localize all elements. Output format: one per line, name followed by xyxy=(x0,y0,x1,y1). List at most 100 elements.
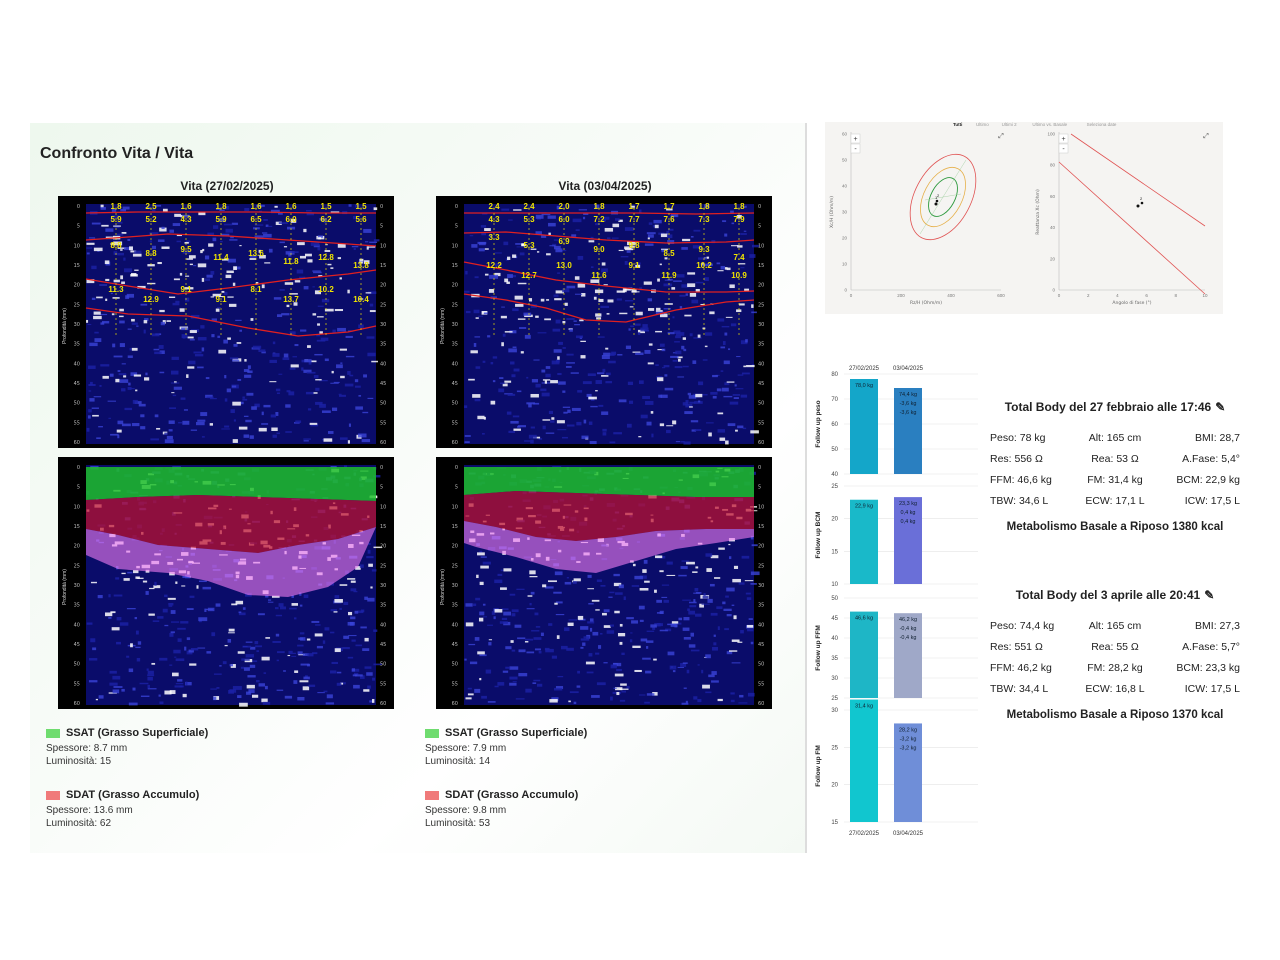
ultrasound-speckle xyxy=(324,308,334,312)
ultrasound-speckle xyxy=(189,263,193,266)
ultrasound-speckle xyxy=(113,686,123,688)
followup-bar-first[interactable] xyxy=(850,499,878,584)
ultrasound-speckle xyxy=(253,227,260,230)
thickness-value: 7.2 xyxy=(593,215,605,224)
ultrasound-speckle xyxy=(100,204,104,208)
ultrasound-speckle xyxy=(174,656,177,658)
axis-tick-label: 60 xyxy=(1050,194,1056,199)
ultrasound-speckle xyxy=(353,591,358,593)
measurement-point-2[interactable] xyxy=(935,199,939,203)
ultrasound-speckle xyxy=(667,279,673,281)
ultrasound-speckle xyxy=(193,265,197,267)
ultrasound-speckle xyxy=(175,300,180,304)
ultrasound-speckle xyxy=(147,688,157,690)
followup-bar-value: 78,0 kg xyxy=(855,383,873,389)
followup-bar-second[interactable] xyxy=(894,497,922,584)
ultrasound-speckle xyxy=(296,269,304,274)
depth-tick: 25 xyxy=(380,302,386,308)
ultrasound-speckle xyxy=(174,213,181,217)
ultrasound-speckle xyxy=(361,439,371,443)
ultrasound-speckle xyxy=(550,380,558,384)
ultrasound-speckle xyxy=(353,247,356,250)
ultrasound-speckle xyxy=(137,577,144,579)
ultrasound-speckle xyxy=(111,313,115,316)
ultrasound-speckle xyxy=(674,366,683,369)
ultrasound-speckle xyxy=(89,658,98,661)
bia-tab-4[interactable]: Seleziona date xyxy=(1087,122,1117,127)
bia-tab-0[interactable]: Tutti xyxy=(953,122,962,127)
ultrasound-speckle xyxy=(542,584,547,588)
followup-bar-second[interactable] xyxy=(894,613,922,698)
ultrasound-speckle xyxy=(169,690,176,695)
ultrasound-speckle xyxy=(172,394,177,397)
edit-pencil-icon[interactable]: ✎ xyxy=(1204,588,1215,602)
phase-expand-icon[interactable]: ⤢ xyxy=(1203,133,1209,140)
phase-zoom-out-button[interactable] xyxy=(1058,143,1069,154)
bia-tab-2[interactable]: Ultimi 2 xyxy=(1002,122,1017,127)
followup-bar-first[interactable] xyxy=(850,699,878,822)
followup-bar-first[interactable] xyxy=(850,379,878,474)
ultrasound-speckle xyxy=(738,582,745,585)
phase-zoom-in-button[interactable] xyxy=(1058,133,1069,144)
phase-point-2[interactable] xyxy=(1140,201,1144,205)
ultrasound-speckle xyxy=(353,215,358,220)
ultrasound-speckle xyxy=(555,359,560,363)
summary2-cell: Alt: 165 cm xyxy=(1088,620,1142,632)
ultrasound-speckle xyxy=(277,651,285,654)
ultrasound-speckle xyxy=(680,566,688,570)
ultrasound-speckle xyxy=(465,622,474,627)
ultrasound-speckle xyxy=(224,398,228,402)
ultrasound-speckle xyxy=(261,411,264,416)
ultrasound-speckle xyxy=(545,586,554,589)
rxc-zoom-out-button[interactable] xyxy=(850,143,861,154)
ultrasound-speckle xyxy=(621,652,625,656)
ultrasound-speckle xyxy=(592,631,599,636)
thickness-value: 13.0 xyxy=(556,261,572,270)
ultrasound-speckle xyxy=(530,393,539,398)
ultrasound-speckle xyxy=(87,324,92,326)
followup-bar-second[interactable] xyxy=(894,388,922,474)
ultrasound-speckle xyxy=(614,610,620,614)
bia-tab-3[interactable]: Ultimo vs. Basale xyxy=(1032,122,1067,127)
depth-tick: 55 xyxy=(74,420,80,426)
ultrasound-speckle xyxy=(658,394,662,398)
edit-pencil-icon[interactable]: ✎ xyxy=(1215,400,1226,414)
ultrasound-speckle xyxy=(618,219,623,222)
ultrasound-speckle xyxy=(317,235,323,238)
phase-zoom-out-label: - xyxy=(1062,146,1065,153)
rxc-zoom-in-button[interactable] xyxy=(850,133,861,144)
followup-tick: 15 xyxy=(831,820,838,826)
ultrasound-speckle xyxy=(739,694,744,698)
ultrasound-speckle xyxy=(138,403,146,407)
ultrasound-speckle xyxy=(464,405,468,409)
rxc-x-ticks: 0 200 400 600 xyxy=(850,293,1006,298)
ultrasound-speckle xyxy=(695,393,703,398)
depth-tick: 0 xyxy=(455,204,458,210)
rxc-expand-icon[interactable]: ⤢ xyxy=(998,133,1004,140)
summary-second-title: Total Body del 3 aprile alle 20:41 xyxy=(1015,588,1201,602)
ultrasound-speckle xyxy=(289,367,296,370)
ultrasound-speckle xyxy=(714,577,721,579)
ultrasound-speckle xyxy=(363,374,368,378)
ultrasound-speckle xyxy=(566,647,574,651)
ultrasound-speckle xyxy=(318,379,328,382)
summary-first-grid: Peso: 78 kg Alt: 165 cm BMI: 28,7 Res: 556 … xyxy=(990,432,1240,507)
ultrasound-speckle xyxy=(367,291,377,295)
summary-first-metabolism: Metabolismo Basale a Riposo 1380 kcal xyxy=(1006,521,1224,533)
phase-point-1[interactable] xyxy=(1136,204,1140,208)
ultrasound-speckle xyxy=(187,336,194,339)
ultrasound-speckle xyxy=(297,651,303,655)
ultrasound-speckle xyxy=(724,382,730,386)
followup-bar-second[interactable] xyxy=(894,723,922,822)
ultrasound-speckle xyxy=(173,649,181,654)
ultrasound-speckle xyxy=(275,388,281,392)
measurement-point-1[interactable] xyxy=(934,202,938,206)
ultrasound-speckle xyxy=(536,251,540,253)
ultrasound-speckle xyxy=(348,611,353,616)
ultrasound-speckle xyxy=(129,246,133,251)
ultrasound-speckle xyxy=(336,682,342,686)
ultrasound-speckle xyxy=(267,601,274,603)
followup-bar-first[interactable] xyxy=(850,611,878,698)
bia-tab-1[interactable]: Ultimo xyxy=(976,122,989,127)
thickness-value: 11.6 xyxy=(591,271,607,280)
